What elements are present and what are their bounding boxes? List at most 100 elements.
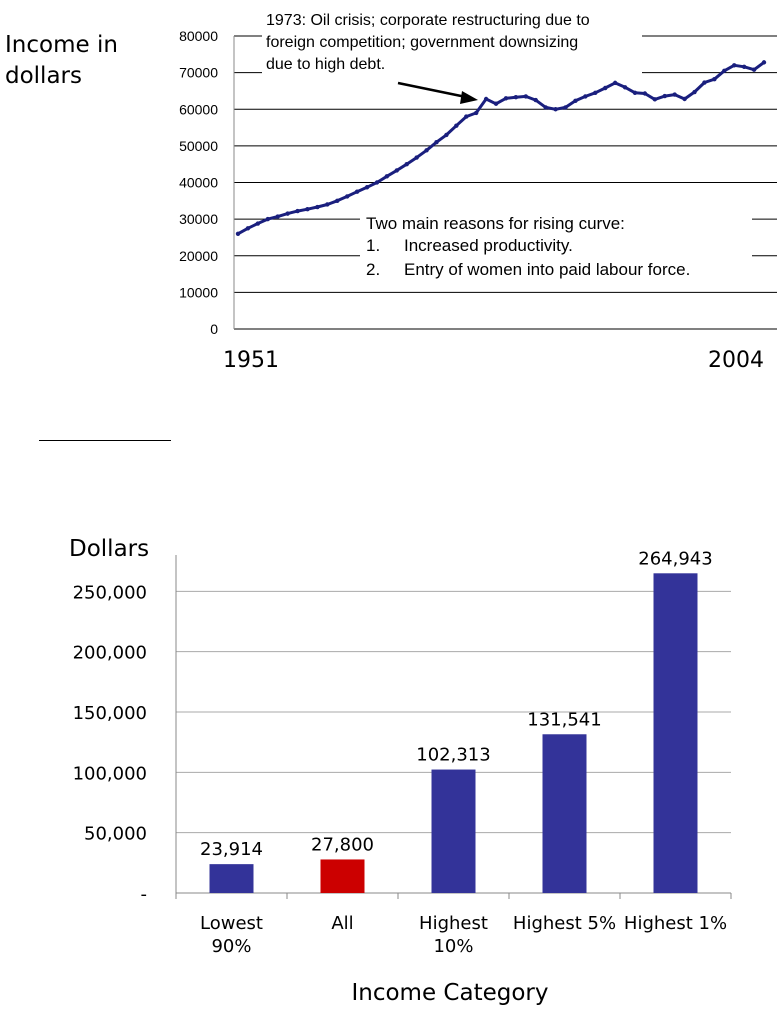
bar-highest-5- xyxy=(542,734,587,893)
bar-chart-y-tick-label: 200,000 xyxy=(73,643,147,664)
income-data-point xyxy=(583,94,588,99)
line-chart-y-tick-label: 70000 xyxy=(179,65,218,81)
income-data-point xyxy=(305,207,310,212)
line-chart-y-tick-label: 40000 xyxy=(179,175,218,191)
income-data-point xyxy=(394,168,399,173)
income-data-point xyxy=(513,94,519,100)
bar-highest-10- xyxy=(431,769,476,893)
line-chart: Income in dollars 0 10000 20000 30000 40000 5… xyxy=(5,6,777,373)
bar-chart-y-tick-label: - xyxy=(141,884,148,905)
income-data-point xyxy=(612,80,618,86)
oil-crisis-annotation: 1973: Oil crisis; corporate restructurin… xyxy=(266,12,590,73)
income-data-point xyxy=(652,97,658,102)
line-chart-y-tick-label: 30000 xyxy=(179,211,218,227)
income-data-point xyxy=(483,96,489,102)
oil-crisis-annotation-line-3: due to high debt. xyxy=(266,56,385,73)
income-data-point xyxy=(741,64,747,69)
income-data-point xyxy=(295,208,300,214)
income-data-point xyxy=(444,132,449,138)
income-data-point xyxy=(384,174,390,179)
income-data-point xyxy=(354,189,360,194)
line-chart-y-axis-label-line-1: Income in xyxy=(5,32,118,58)
oil-crisis-annotation-line-2: foreign competition; government downsizi… xyxy=(266,34,578,51)
bar-data-label: 264,943 xyxy=(638,548,712,569)
income-data-point xyxy=(464,114,469,119)
bar-data-label: 102,313 xyxy=(416,745,490,766)
income-data-point xyxy=(702,80,707,85)
rising-curve-annotation-number-1: 1. xyxy=(366,236,380,255)
income-data-point xyxy=(563,105,568,110)
bar-data-label: 131,541 xyxy=(527,709,601,730)
income-data-point xyxy=(761,60,767,65)
bar-chart-y-axis-label: Dollars xyxy=(69,536,149,562)
rising-curve-annotation-background xyxy=(360,210,752,286)
income-data-point xyxy=(404,161,409,167)
income-data-point xyxy=(682,96,687,102)
rising-curve-annotation-reason-2: Entry of women into paid labour force. xyxy=(404,260,690,279)
divider-line xyxy=(39,440,171,441)
income-data-point xyxy=(364,185,370,190)
income-data-point xyxy=(344,194,350,199)
bar-all xyxy=(320,859,365,893)
line-chart-y-tick-label: 10000 xyxy=(179,284,218,300)
oil-crisis-annotation-background xyxy=(262,6,642,74)
income-data-point xyxy=(692,89,697,95)
line-chart-y-tick-label: 80000 xyxy=(179,28,218,44)
line-chart-y-axis-label-line-2: dollars xyxy=(5,63,82,89)
rising-curve-annotation-title: Two main reasons for rising curve: xyxy=(366,214,625,233)
income-data-point xyxy=(751,67,757,72)
line-chart-x-label-start: 1951 xyxy=(223,348,279,373)
income-data-point xyxy=(424,148,429,153)
income-data-point xyxy=(335,198,340,204)
income-data-point xyxy=(533,97,538,103)
line-chart-y-tick-labels: 0 10000 20000 30000 40000 50000 60000 70000 8000… xyxy=(179,28,218,337)
bar-chart: Dollars - 50,000 100,000 150,000 200,000 250,… xyxy=(69,536,732,1006)
bar-highest-1- xyxy=(653,573,698,893)
income-data-point xyxy=(245,226,251,231)
income-data-point xyxy=(543,105,548,110)
income-data-point xyxy=(235,231,241,236)
income-data-point xyxy=(454,123,459,128)
income-data-point xyxy=(503,96,509,101)
income-data-point xyxy=(285,211,290,216)
bar-category-label: 90% xyxy=(211,936,251,957)
bar-chart-x-axis-label: Income Category xyxy=(351,980,548,1006)
income-data-point xyxy=(523,94,529,99)
bar-lowest-90- xyxy=(209,864,254,893)
bar-category-label: Highest xyxy=(419,913,488,934)
income-data-point xyxy=(315,204,320,210)
bar-category-label: Lowest xyxy=(200,913,263,934)
bar-chart-y-tick-label: 150,000 xyxy=(73,703,147,724)
income-data-point xyxy=(493,101,499,106)
bar-chart-data-labels: 23,914 27,800 102,313 131,541 264,943 xyxy=(200,548,713,860)
income-data-point xyxy=(722,68,727,73)
income-data-point xyxy=(473,110,479,116)
income-data-point xyxy=(374,180,380,185)
income-data-point xyxy=(712,77,717,82)
income-data-point xyxy=(662,93,667,99)
line-chart-y-tick-label: 20000 xyxy=(179,248,218,264)
oil-crisis-annotation-line-1: 1973: Oil crisis; corporate restructurin… xyxy=(266,12,590,29)
income-data-point xyxy=(632,90,638,95)
bar-chart-x-tick-marks xyxy=(175,893,732,899)
income-data-point xyxy=(642,91,648,96)
line-chart-y-tick-label: 50000 xyxy=(179,138,218,154)
bar-chart-y-tick-label: 250,000 xyxy=(73,582,147,603)
rising-curve-annotation-reason-1: Increased productivity. xyxy=(404,236,573,255)
line-chart-y-tick-label: 0 xyxy=(210,321,218,337)
bar-data-label: 23,914 xyxy=(200,839,263,860)
bar-category-label: All xyxy=(331,913,353,934)
bar-chart-y-tick-labels: - 50,000 100,000 150,000 200,000 250,000 xyxy=(73,582,147,905)
income-data-point xyxy=(732,63,737,68)
income-data-point xyxy=(414,155,419,160)
line-chart-x-label-end: 2004 xyxy=(708,348,764,373)
bar-chart-bars xyxy=(209,573,698,893)
rising-curve-annotation-number-2: 2. xyxy=(366,260,380,279)
line-chart-y-tick-label: 60000 xyxy=(179,101,218,117)
bar-chart-y-tick-label: 100,000 xyxy=(73,763,147,784)
rising-curve-annotation: Two main reasons for rising curve: 1. In… xyxy=(366,214,690,279)
oil-crisis-arrow xyxy=(397,81,478,104)
bar-data-label: 27,800 xyxy=(311,834,374,855)
